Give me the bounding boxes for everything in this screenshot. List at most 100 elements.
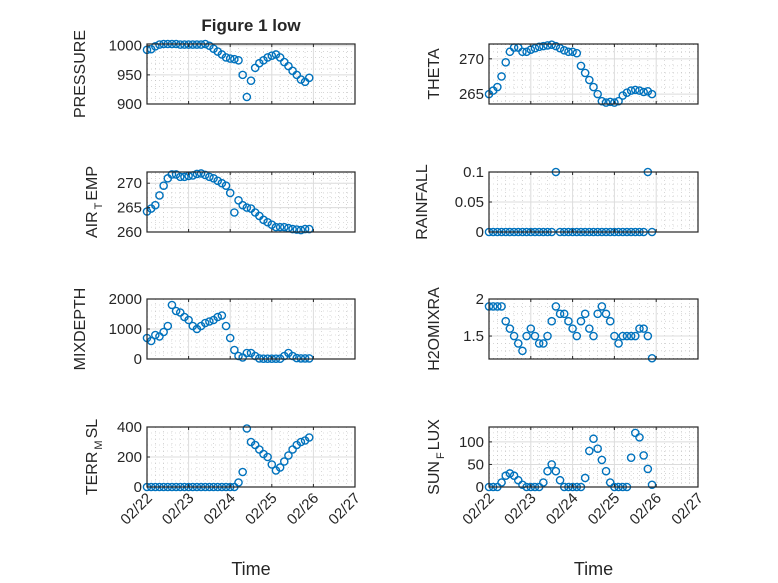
x-tick-label: 02/23 [159, 490, 198, 529]
data-point [572, 48, 582, 58]
y-axis-label: MIXDEPTH [72, 288, 89, 371]
axes-box [488, 298, 699, 360]
data-point [539, 478, 548, 487]
data-point [593, 309, 602, 319]
x-tick-label: 02/24 [200, 490, 239, 529]
data-point [192, 169, 202, 179]
y-tick-label: 1.5 [463, 328, 484, 345]
data-point [175, 172, 185, 182]
data-point [647, 89, 657, 99]
y-tick-label: 0 [476, 479, 484, 496]
data-point [230, 208, 239, 217]
data-point [605, 97, 615, 107]
data-point [501, 316, 511, 326]
data-point [614, 96, 623, 106]
data-point [547, 460, 557, 469]
data-point [568, 47, 577, 57]
x-tick-label: 02/25 [585, 490, 624, 529]
data-point [589, 434, 598, 444]
data-point [263, 53, 272, 62]
data-point [221, 53, 231, 62]
data-point [618, 331, 628, 341]
data-point [555, 309, 565, 319]
y-tick-label: 265 [459, 86, 484, 103]
data-point [614, 339, 623, 348]
axes-background [489, 427, 698, 487]
data-point [559, 46, 569, 55]
data-point [559, 309, 569, 319]
axes-box [488, 426, 699, 488]
data-point [622, 331, 632, 341]
data-point [200, 318, 210, 328]
data-point [296, 75, 306, 84]
figure-title: Figure 1 low [201, 16, 301, 35]
data-point [597, 96, 607, 106]
subplot-rainfall: 0 0.05 0.1 RAINFALL [414, 164, 699, 241]
data-point [304, 73, 314, 83]
data-point [271, 222, 281, 232]
data-point [184, 315, 193, 325]
data-point [601, 98, 611, 107]
data-point [217, 311, 227, 320]
data-point [555, 475, 565, 485]
subplot-pressure: 900 950 1000 PRESSURE [72, 30, 356, 118]
data-point [543, 41, 552, 50]
data-point [288, 224, 297, 234]
data-point [167, 300, 177, 310]
data-point [238, 200, 247, 210]
data-point [580, 473, 590, 483]
x-tick-label: 02/24 [543, 490, 582, 529]
y-axis-label: SL [84, 419, 101, 439]
data-point [635, 324, 644, 333]
data-point [610, 98, 619, 107]
subplot-theta: 265 270 THETA [426, 40, 699, 107]
data-point [639, 324, 648, 333]
data-point [221, 321, 231, 331]
data-point [242, 203, 252, 212]
data-point [539, 41, 548, 51]
data-point [267, 460, 277, 469]
data-point [547, 40, 557, 50]
data-point [585, 446, 594, 456]
axes-background [147, 44, 355, 104]
data-point [497, 302, 506, 311]
data-point [585, 324, 594, 333]
data-point [159, 327, 168, 337]
data-point [551, 41, 561, 51]
y-tick-label: 2000 [109, 291, 142, 308]
data-point [534, 339, 544, 348]
data-point [539, 339, 548, 348]
data-point [209, 174, 218, 183]
y-tick-label: 2 [476, 291, 484, 308]
data-point [180, 172, 189, 182]
data-point [522, 47, 531, 57]
data-point [647, 480, 657, 490]
y-tick-label: 50 [467, 456, 484, 473]
data-point [572, 331, 582, 341]
data-point [601, 466, 611, 476]
data-point [304, 433, 314, 442]
y-axis-label: TERR [84, 452, 101, 496]
data-point [259, 215, 268, 225]
data-point [522, 331, 531, 341]
y-tick-label: 0 [134, 479, 142, 496]
data-point [171, 170, 181, 179]
data-point [580, 68, 590, 78]
data-point [288, 351, 297, 361]
data-point [493, 82, 502, 92]
data-point [205, 172, 214, 182]
data-point [151, 330, 160, 340]
y-axis-label: H2OMIXRA [426, 287, 443, 371]
data-point [580, 309, 590, 319]
data-point [505, 324, 515, 333]
data-point [597, 302, 607, 311]
data-point [605, 316, 615, 326]
data-point [205, 317, 214, 326]
data-point [543, 331, 552, 341]
y-tick-label: 0 [476, 224, 484, 241]
data-point [626, 331, 636, 341]
data-point [155, 191, 164, 200]
